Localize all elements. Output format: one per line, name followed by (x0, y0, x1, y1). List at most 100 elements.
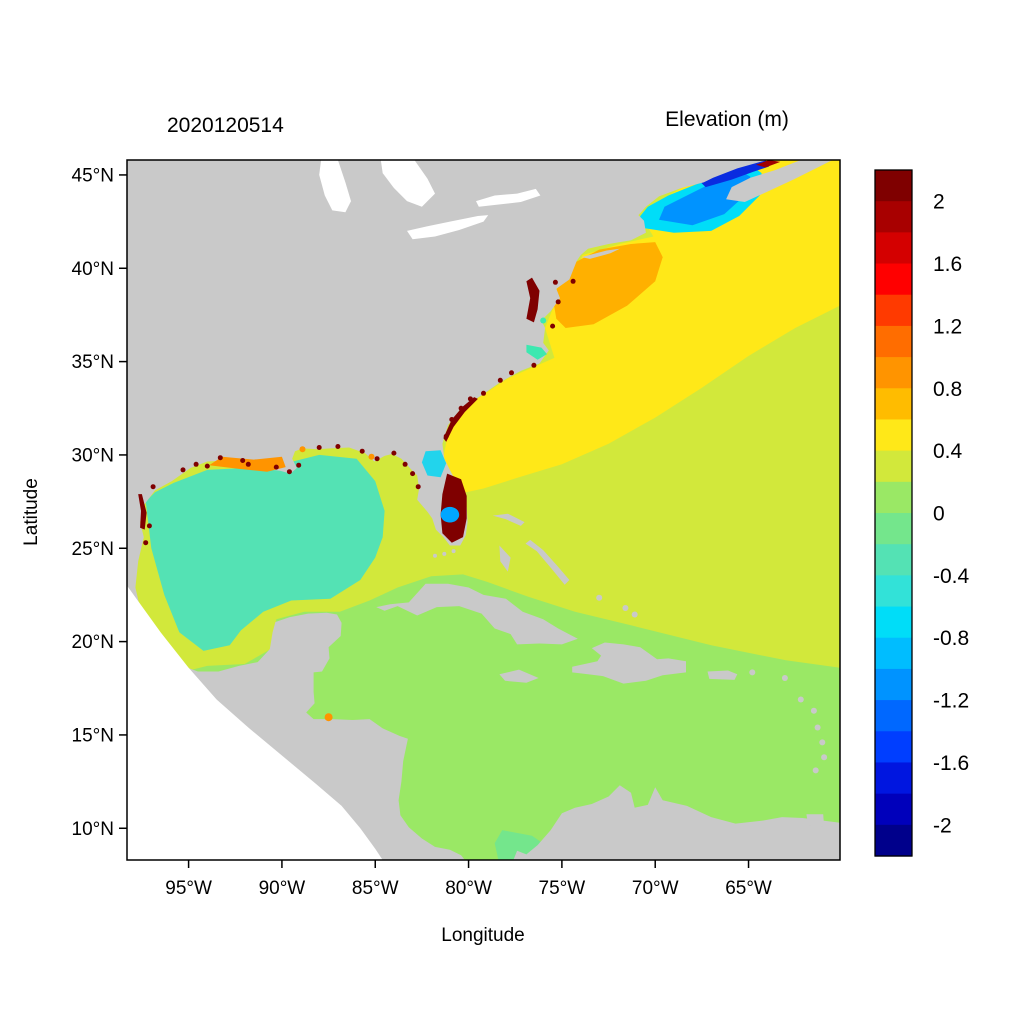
map-layer-coastal-maroon-dots (374, 456, 380, 462)
map-layer-midatlantic-orange (552, 242, 663, 328)
colorbar-cell (875, 824, 912, 857)
datestamp-title: 2020120514 (167, 114, 284, 137)
y-axis-label: Latitude (21, 478, 42, 546)
map-layer-florida-keys-dots (451, 549, 456, 554)
map-layer-coastal-maroon-dots (204, 463, 210, 469)
colorbar-cell (875, 232, 912, 265)
x-tick-label: 65°W (725, 878, 772, 899)
x-axis-label: Longitude (441, 925, 524, 946)
map-layer-trinidad (806, 814, 825, 827)
colorbar-tick-label: -2 (933, 814, 952, 837)
map-layer-lake-huron (380, 160, 435, 207)
map-layer-coastal-maroon-dots (481, 390, 486, 396)
colorbar-cell (875, 325, 912, 358)
colorbar-cell (875, 668, 912, 701)
map-layer-andros (499, 545, 511, 572)
y-tick-label: 35°N (72, 352, 114, 373)
map-layer-grand-bahama-abaco (492, 513, 525, 526)
colorbar-cell (875, 170, 912, 202)
colorbar-tick-label: 1.2 (933, 315, 962, 338)
x-tick-label: 90°W (259, 878, 306, 899)
colorbar-cell (875, 481, 912, 514)
x-tick-label: 70°W (632, 878, 679, 899)
map-layer-coastal-maroon-dots (359, 448, 365, 454)
map-layer-pamlico-green (526, 344, 547, 360)
plot-frame (126, 159, 841, 861)
colorbar-cell (875, 388, 912, 421)
map-layer-atlantic-yellow (442, 160, 840, 495)
colorbar-cell (875, 575, 912, 608)
map-layer-coastal-maroon-dots (180, 467, 186, 473)
map-layer-fundy-navy (700, 160, 770, 188)
colorbar-cell (875, 513, 912, 545)
colorbar-cell (875, 357, 912, 389)
y-axis-ticks: 45°N 40°N 35°N 30°N 25°N 20°N 15°N 10°N (72, 165, 127, 840)
map-layer-coastal-maroon-dots (449, 417, 455, 422)
colorbar-cell (875, 700, 912, 732)
colorbar-cell (875, 544, 912, 576)
map-layer-coastal-maroon-dots (458, 405, 464, 411)
x-tick-label: 85°W (352, 878, 399, 899)
map-layer-coastal-maroon-dots (410, 471, 416, 477)
y-tick-label: 25°N (72, 539, 114, 560)
map-layer-pacific-no-data (127, 585, 383, 860)
map-layer-coastal-maroon-dots (531, 362, 537, 368)
y-tick-label: 15°N (72, 725, 114, 746)
map-layer-lesser-antilles-dots (819, 739, 826, 746)
colorbar-cell (875, 294, 912, 327)
map-layer-lesser-antilles-dots (821, 754, 828, 761)
y-tick-label: 40°N (72, 259, 114, 280)
map-layer-coastal-maroon-dots (509, 370, 514, 376)
colorbar-tick-label: -1.2 (933, 690, 969, 713)
map-layer-turks-caicos-dots (622, 605, 629, 611)
map-area (127, 160, 840, 860)
map-layer-coastal-maroon-dots (497, 377, 503, 383)
map-layer-lake-michigan (319, 160, 351, 213)
colorbar: 2 1.6 1.2 0.8 0.4 0 -0.4 -0.8 -1.2 -1.6 -2 (874, 169, 970, 857)
colorbar-cell (875, 450, 912, 483)
map-layer-coastal-maroon-dots (402, 461, 408, 467)
colorbar-tick-label: 1.6 (933, 253, 962, 276)
map-layer-lake-erie (407, 215, 489, 240)
map-layer-turks-caicos-dots (631, 611, 638, 618)
y-tick-label: 45°N (72, 165, 114, 186)
map-layer-turks-caicos-dots (596, 594, 603, 601)
x-axis-ticks: 95°W 90°W 85°W 80°W 75°W 70°W 65°W (165, 860, 772, 899)
map-layer-coastal-maroon-dots (570, 278, 576, 284)
map-layer-coastal-maroon-dots (273, 464, 279, 470)
colorbar-tick-label: 0 (933, 503, 945, 526)
map-layer-stjohns-cyan (421, 450, 447, 478)
map-layer-nova-scotia (726, 160, 833, 202)
map-layer-lesser-antilles-dots (814, 724, 821, 731)
map-layer-coastal-maroon-dots (552, 279, 558, 285)
map-layer-gulf-aquamarine (145, 454, 385, 651)
map-layer-puerto-rico (707, 670, 738, 680)
colorbar-title: Elevation (m) (665, 108, 789, 131)
map-layer-coastal-maroon-dots (415, 484, 421, 490)
map-layer-long-island (581, 248, 620, 259)
map-layer-chesapeake-teal-dot (540, 317, 547, 324)
map-layer-coastal-maroon-dots (193, 461, 199, 467)
map-layer-lesser-antilles-dots (781, 675, 788, 681)
map-layer-coastal-maroon-dots (240, 458, 246, 463)
map-layer-lake-ontario (476, 188, 541, 207)
colorbar-cell (875, 731, 912, 764)
map-layer-coastal-maroon-dots (146, 523, 152, 529)
map-layer-south-america (513, 785, 840, 860)
map-layer-gulf-orange-dots (299, 446, 306, 453)
colorbar-cell (875, 419, 912, 452)
map-layer-jamaica (499, 669, 539, 683)
map-layer-coastal-maroon-dots (316, 445, 322, 450)
map-layer-eleuthera-arc (525, 539, 570, 585)
map-layer-coastal-maroon-dots (217, 455, 223, 461)
colorbar-tick-label: -0.8 (933, 627, 969, 650)
map-layer-lesser-antilles-dots (797, 696, 804, 703)
x-tick-label: 95°W (165, 878, 212, 899)
colorbar-tick-label: 0.8 (933, 378, 962, 401)
map-layer-texas-laguna-maroon (138, 494, 147, 530)
map-layer-coastal-maroon-dots (550, 323, 556, 329)
map-layer-coastal-maroon-dots (286, 469, 292, 475)
map-layer-honduras-orange-dot (324, 713, 333, 722)
map-layer-coastal-maroon-dots (443, 433, 449, 439)
